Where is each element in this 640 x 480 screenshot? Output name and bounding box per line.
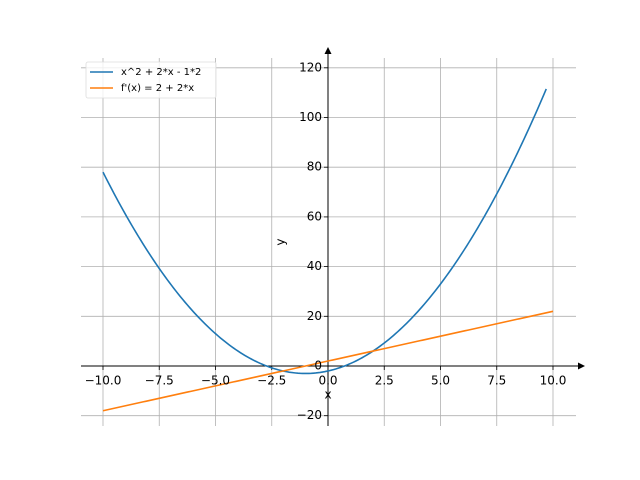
axes [81,47,585,426]
x-tick-label: −10.0 [85,374,122,388]
legend-label-series-2: f'(x) = 2 + 2*x [121,83,194,94]
x-axis-arrow [578,362,585,370]
x-tick-label: −5.0 [201,374,230,388]
y-tick-label: 20 [307,309,322,323]
x-tick-label: 0.0 [318,374,337,388]
x-tick-label: −7.5 [145,374,174,388]
x-tick-label: 2.5 [375,374,394,388]
y-tick-label: −20 [297,408,322,422]
x-tick-label: 7.5 [487,374,506,388]
legend: x^2 + 2*x - 1*2 f'(x) = 2 + 2*x [85,61,217,99]
y-tick-label: 0 [314,359,322,373]
x-tick-label: 10.0 [540,374,567,388]
y-axis-label: y [274,238,288,245]
legend-box [85,61,217,99]
tick-labels: −10.0 −7.5 −5.0 −2.5 0.0 2.5 5.0 7.5 10.0 −20 0 20 4… [85,60,567,422]
y-tick-label: 80 [307,160,322,174]
x-tick-label: −2.5 [257,374,286,388]
series-line-2 [102,310,554,412]
y-tick-label: 120 [299,60,322,74]
series-lines [102,88,554,412]
y-tick-label: 40 [307,259,322,273]
series-line-1 [102,88,547,375]
y-tick-label: 60 [307,209,322,223]
legend-label-series-1: x^2 + 2*x - 1*2 [121,67,201,78]
x-tick-label: 5.0 [431,374,450,388]
y-tick-label: 100 [299,110,322,124]
x-axis-label: x [324,388,331,402]
y-axis-arrow [324,47,332,54]
